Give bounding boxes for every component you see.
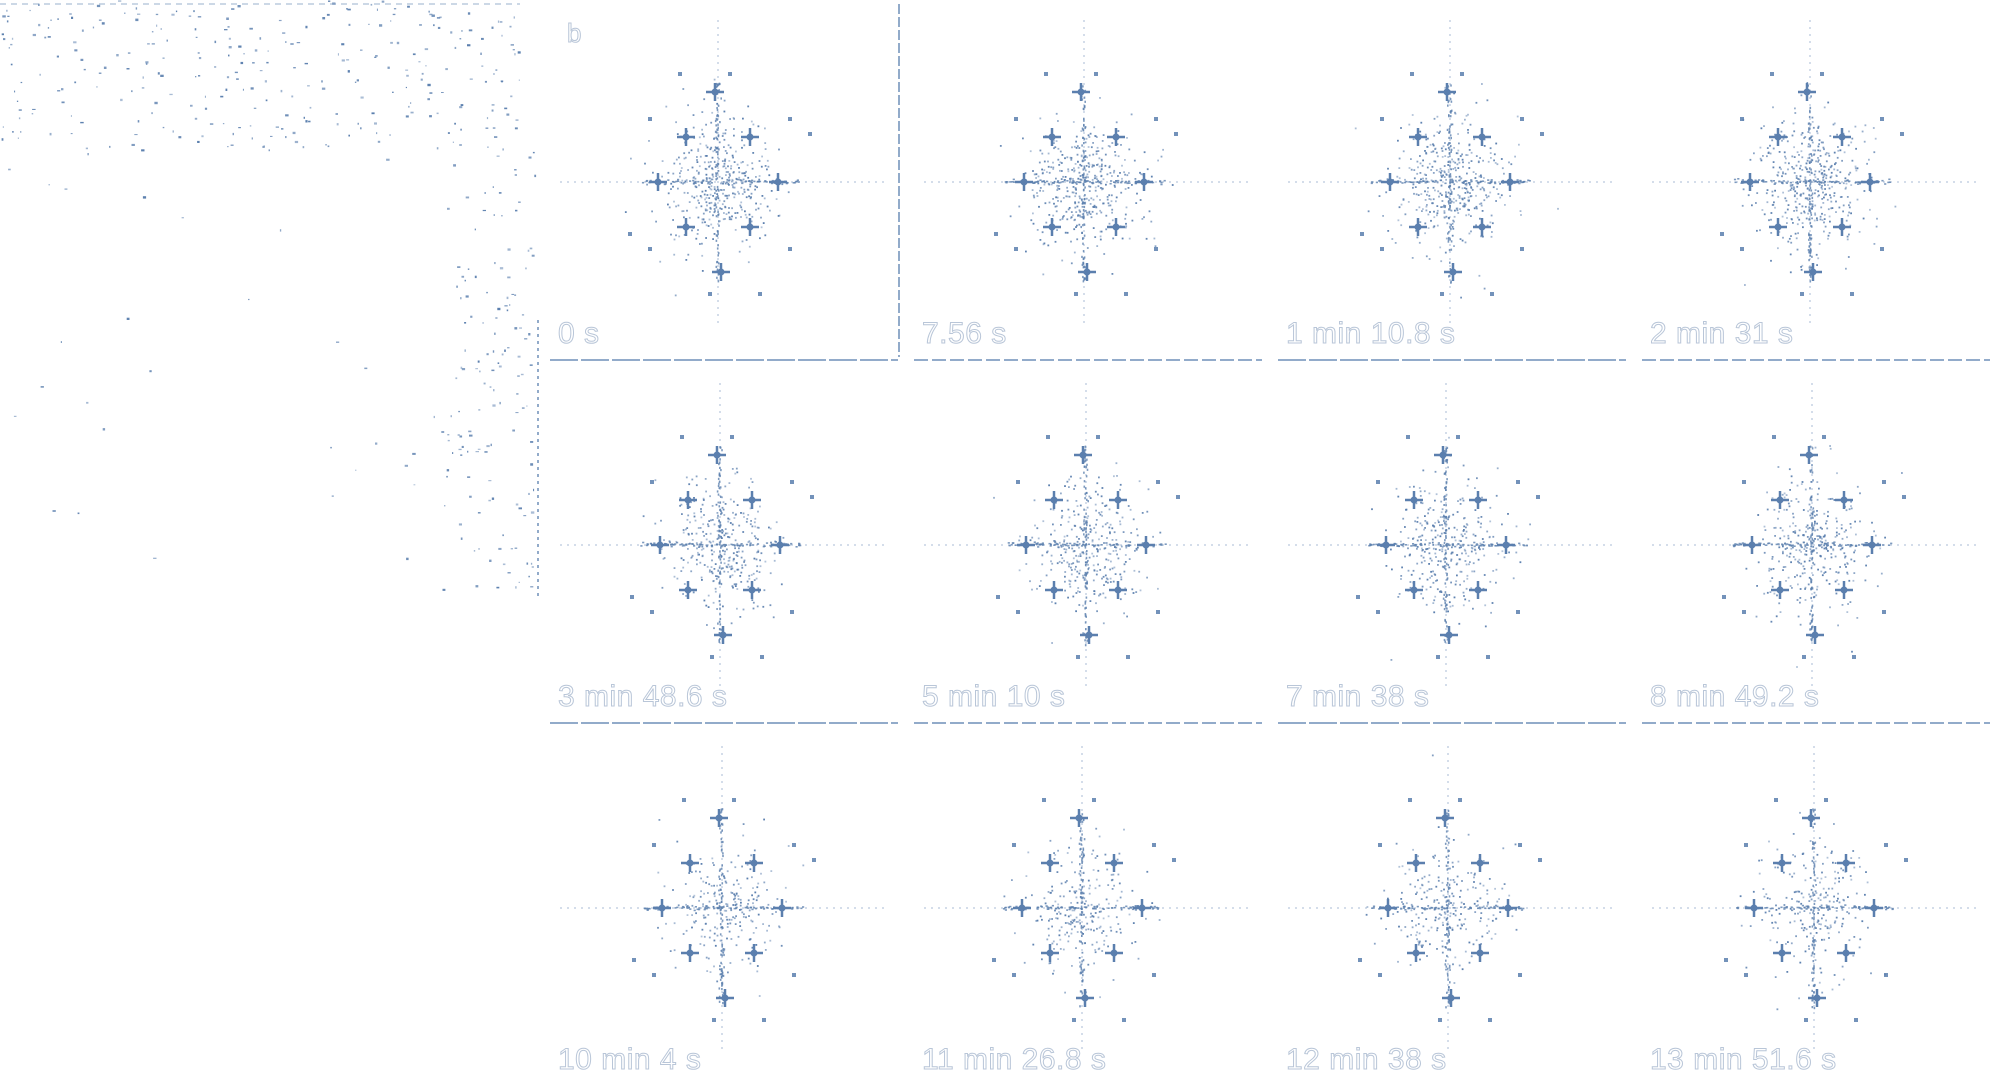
overview-image xyxy=(0,0,540,600)
fft-panel: 10 min 4 s xyxy=(540,726,904,1089)
fft-panel: 12 min 38 s xyxy=(1268,726,1632,1089)
fft-outer-spots xyxy=(1720,72,1904,296)
fft-panel: 3 min 48.6 s xyxy=(540,363,904,726)
fft-bragg-peaks xyxy=(1379,809,1517,1007)
fft-pattern xyxy=(1642,20,1990,361)
fft-speckle-cloud xyxy=(1371,436,1531,661)
fft-bragg-peaks xyxy=(1377,446,1515,644)
time-label: 0 s xyxy=(558,317,600,351)
fft-bragg-peaks xyxy=(1013,809,1151,1007)
fft-pattern xyxy=(1278,20,1626,361)
fft-speckle-cloud xyxy=(993,462,1162,644)
fft-bragg-peaks xyxy=(651,446,789,644)
fft-bragg-peaks xyxy=(1743,446,1881,644)
fft-bragg-peaks xyxy=(1381,83,1519,281)
fft-speckle-cloud xyxy=(1365,754,1518,984)
fft-speckle-cloud xyxy=(1003,827,1161,999)
fft-panel: 1 min 10.8 s xyxy=(1268,0,1632,363)
fft-outer-spots xyxy=(628,72,812,296)
fft-bragg-peaks xyxy=(1015,83,1153,281)
fft-outer-spots xyxy=(992,798,1176,1022)
fft-pattern xyxy=(1278,383,1626,724)
fft-outer-spots xyxy=(1724,798,1908,1022)
time-label: 11 min 26.8 s xyxy=(921,1043,1107,1077)
fft-outer-spots xyxy=(630,435,814,659)
fft-pattern xyxy=(914,383,1262,724)
time-label: 5 min 10 s xyxy=(921,680,1066,714)
fft-outer-spots xyxy=(632,798,816,1022)
fft-panel: 8 min 49.2 s xyxy=(1632,363,1996,726)
fft-speckle-cloud xyxy=(657,818,805,997)
time-label: 13 min 51.6 s xyxy=(1650,1043,1837,1077)
time-label: 7.56 s xyxy=(922,317,1007,351)
time-label: 7 min 38 s xyxy=(1285,680,1430,714)
time-label: 1 min 10.8 s xyxy=(1285,317,1456,351)
fft-panel-grid: b 0 s 7.56 s 1 min 10.8 s 2 min 31 s 3 min 4… xyxy=(540,0,1996,1089)
fft-bragg-peaks xyxy=(653,809,791,1007)
fft-pattern xyxy=(560,746,884,1049)
fft-panel: 0 s xyxy=(540,0,904,363)
overview-speckle-image xyxy=(0,0,539,600)
fft-streaks xyxy=(1736,808,1894,1010)
fft-outer-spots xyxy=(1356,435,1540,659)
fft-pattern xyxy=(550,4,900,361)
panel-letter: b xyxy=(566,18,582,49)
fft-outer-spots xyxy=(1722,435,1906,659)
fft-panel: 13 min 51.6 s xyxy=(1632,726,1996,1089)
fft-outer-spots xyxy=(1360,72,1544,296)
fft-speckle-cloud xyxy=(999,97,1174,276)
fft-pattern xyxy=(1652,746,1976,1049)
fft-pattern xyxy=(1288,746,1612,1049)
fft-speckle-cloud xyxy=(624,78,790,297)
fft-panel: 2 min 31 s xyxy=(1632,0,1996,363)
fft-outer-spots xyxy=(994,72,1178,296)
fft-speckle-cloud xyxy=(1739,811,1886,1011)
fft-speckle-cloud xyxy=(1741,88,1897,286)
time-label: 8 min 49.2 s xyxy=(1649,680,1820,714)
fft-speckle-cloud xyxy=(1745,445,1903,668)
fft-streaks xyxy=(643,808,805,1005)
time-label: 12 min 38 s xyxy=(1286,1043,1447,1077)
fft-outer-spots xyxy=(996,435,1180,659)
fft-bragg-peaks xyxy=(1745,809,1883,1007)
fft-bragg-peaks xyxy=(1017,446,1155,644)
fft-streaks xyxy=(1370,84,1531,284)
fft-streaks xyxy=(1002,813,1160,1008)
fft-axes xyxy=(1288,20,1612,323)
fft-outer-spots xyxy=(1358,798,1542,1022)
fft-bragg-peaks xyxy=(649,83,787,281)
fft-panel: 7.56 s xyxy=(904,0,1268,363)
fft-panel: 7 min 38 s xyxy=(1268,363,1632,726)
fft-pattern xyxy=(924,746,1248,1049)
fft-speckle-cloud xyxy=(642,467,785,630)
fft-pattern xyxy=(1642,383,1990,724)
fft-panel: 11 min 26.8 s xyxy=(904,726,1268,1089)
time-label: 3 min 48.6 s xyxy=(557,680,728,714)
fft-panel: 5 min 10 s xyxy=(904,363,1268,726)
fft-pattern xyxy=(914,20,1262,361)
time-label: 10 min 4 s xyxy=(557,1043,702,1077)
time-label: 2 min 31 s xyxy=(1649,317,1794,351)
fft-pattern xyxy=(550,383,898,724)
overview-speckles xyxy=(1,0,537,591)
fft-speckle-cloud xyxy=(1354,83,1559,299)
fft-bragg-peaks xyxy=(1741,83,1879,281)
